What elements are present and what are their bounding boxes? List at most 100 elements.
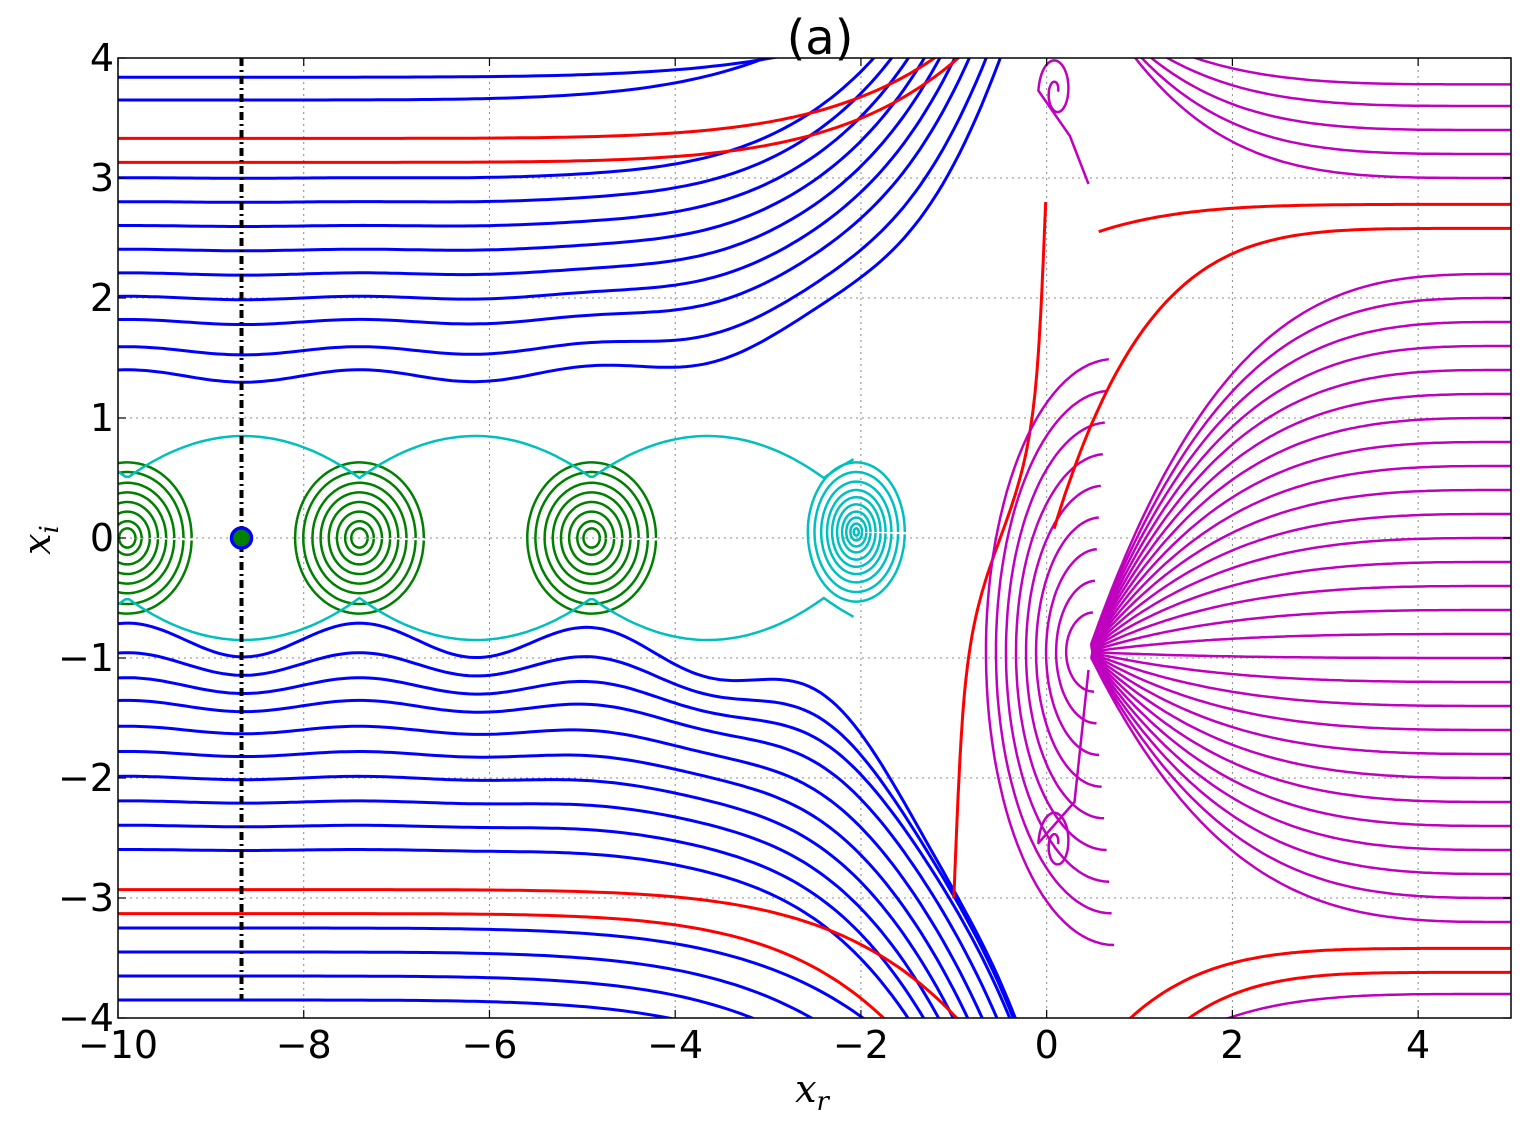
green-orbit (302, 470, 417, 606)
green-orbit (551, 491, 632, 585)
green-orbit (327, 500, 392, 576)
red-separatrix-right (1128, 946, 1511, 1018)
cyan-orbit (813, 470, 900, 594)
green-orbit (319, 491, 400, 585)
cyan-orbit (830, 495, 882, 569)
red-central-separatrix (952, 201, 1048, 899)
y-tick-label: −4 (58, 996, 114, 1040)
green-orbit (576, 519, 608, 557)
magenta-streamline (1090, 656, 1511, 900)
green-orbit (567, 510, 616, 566)
magenta-streamline (1090, 656, 1511, 876)
magenta-streamline (1090, 654, 1511, 804)
magenta-streamline (1090, 416, 1511, 648)
cyan-orbit (845, 516, 868, 548)
red-separatrix-right (1052, 226, 1511, 530)
x-axis-label: xr (795, 1067, 830, 1117)
magenta-streamline (1164, 58, 1511, 108)
blue-streamline (118, 58, 942, 277)
blue-streamline (118, 676, 1012, 1018)
cyan-orbit (806, 461, 907, 603)
blue-streamline (118, 848, 910, 1018)
y-tick-label: −2 (58, 756, 114, 800)
green-orbit (350, 527, 369, 549)
magenta-streamline (1133, 58, 1511, 180)
red-separatrix (118, 912, 886, 1018)
cyan-orbit (825, 488, 887, 576)
blue-streamline (118, 58, 988, 357)
y-axis-label-sub: i (35, 525, 65, 533)
blue-streamline (118, 58, 876, 180)
green-orbit (293, 461, 426, 615)
magenta-streamline (1090, 560, 1511, 652)
magenta-streamline (1149, 58, 1511, 132)
green-orbit (118, 481, 176, 595)
green-orbit (343, 519, 376, 557)
y-tick-label: −3 (58, 876, 114, 920)
magenta-loop (1014, 452, 1107, 852)
y-tick-label: −1 (58, 636, 114, 680)
y-tick-label: 0 (90, 516, 114, 560)
magenta-spiral (1037, 59, 1090, 185)
chart-title: (a) (787, 10, 854, 66)
x-tick-label: −2 (833, 1023, 889, 1067)
magenta-streamline (1090, 657, 1511, 924)
y-tick-label: 1 (90, 396, 114, 440)
blue-streamline (118, 698, 999, 1018)
magenta-streamline (1224, 992, 1511, 1018)
blue-streamline (118, 724, 984, 1018)
magenta-streamline (1090, 653, 1511, 780)
green-orbit (534, 470, 650, 606)
blue-streamline (118, 58, 770, 102)
x-tick-label: 2 (1220, 1023, 1244, 1067)
blue-streamline (118, 926, 866, 1018)
red-separatrix-right (1098, 202, 1511, 234)
blue-streamline (118, 58, 1002, 384)
x-tick-label: −8 (276, 1023, 332, 1067)
magenta-streamline (1090, 368, 1511, 647)
y-tick-label: 4 (90, 36, 114, 80)
magenta-streamline (1090, 344, 1511, 647)
blue-streamline (118, 774, 955, 1018)
magenta-streamline (1090, 512, 1511, 650)
y-axis-label: xi (15, 525, 65, 555)
green-orbit (543, 481, 640, 595)
magenta-streamline (1090, 536, 1511, 651)
magenta-loop (1024, 484, 1105, 820)
magenta-streamline (1090, 608, 1511, 653)
cyan-orbit (835, 503, 877, 561)
green-orbit (118, 500, 160, 576)
magenta-streamline (1090, 655, 1511, 852)
initial-point-marker (229, 526, 254, 550)
magenta-loop (1004, 421, 1110, 883)
magenta-streamline (1090, 651, 1511, 708)
magenta-loop (1034, 516, 1102, 788)
blue-streamline (118, 998, 676, 1018)
magenta-streamline (1090, 272, 1511, 645)
x-tick-label: 0 (1035, 1023, 1059, 1067)
x-tick-label: −10 (78, 1023, 158, 1067)
magenta-streamline (1090, 464, 1511, 649)
magenta-streamline (1090, 653, 1511, 756)
green-orbit (118, 470, 185, 606)
green-orbit (118, 491, 168, 585)
magenta-spiral (1037, 669, 1090, 866)
green-orbit (118, 461, 193, 615)
blue-streamline (118, 58, 971, 326)
magenta-loop (994, 389, 1112, 915)
magenta-streamline (1090, 654, 1511, 828)
cyan-orbit (840, 510, 872, 554)
red-separatrix (118, 58, 938, 140)
blue-streamline (118, 58, 957, 302)
green-orbit (118, 519, 143, 557)
magenta-loop (1064, 611, 1094, 693)
magenta-streamline (1140, 58, 1511, 156)
magenta-streamline (1090, 651, 1511, 684)
magenta-streamline (1090, 652, 1511, 732)
magenta-streamline (1191, 58, 1511, 86)
y-axis-label-main: x (15, 533, 59, 554)
blue-streamline (118, 621, 1017, 1018)
blue-streamline (118, 58, 911, 228)
magenta-loop (1044, 547, 1100, 757)
magenta-loop (984, 357, 1115, 947)
